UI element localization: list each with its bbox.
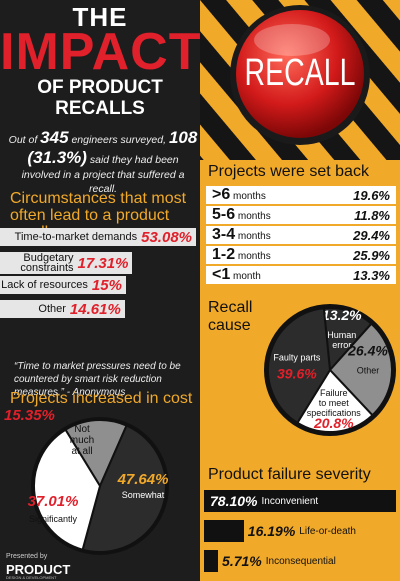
intro-part1: Out of bbox=[8, 134, 41, 146]
circumstance-value: 14.61% bbox=[69, 300, 121, 318]
cost-value: 47.64% bbox=[117, 471, 169, 488]
circumstance-value: 15% bbox=[91, 276, 122, 294]
cost-value: 37.01% bbox=[28, 493, 79, 510]
setback-label: 5-6 months bbox=[212, 206, 271, 224]
circumstance-bar: Other 14.61% bbox=[0, 300, 125, 318]
severity-value: 5.71% bbox=[222, 553, 262, 569]
cost-value: 15.35% bbox=[4, 408, 55, 424]
intro-part2: engineers surveyed, bbox=[68, 134, 169, 146]
cause-value: 20.8% bbox=[313, 415, 354, 431]
setback-label: 1-2 months bbox=[212, 246, 271, 264]
setback-label-big: <1 bbox=[212, 266, 231, 283]
cause-label: error bbox=[332, 340, 351, 350]
title-recalls: RECALLS bbox=[55, 98, 145, 119]
circumstance-value: 53.08% bbox=[141, 228, 192, 246]
severity-label: Inconsequential bbox=[265, 555, 336, 567]
cost-title: Projects increased in cost bbox=[10, 390, 193, 407]
cost-label: at all bbox=[71, 446, 92, 457]
setback-label-big: >6 bbox=[212, 186, 231, 203]
setback-value: 11.8% bbox=[354, 207, 390, 223]
severity-bar bbox=[204, 490, 396, 512]
circumstance-bar: Budgetary constraints 17.31% bbox=[0, 252, 133, 274]
intro-part3: said they had been involved in a project… bbox=[21, 154, 185, 195]
cost-slice bbox=[81, 424, 167, 553]
circumstance-label: Other bbox=[38, 303, 66, 315]
setback-label: >6 months bbox=[212, 186, 266, 204]
cause-label: to meet bbox=[319, 398, 350, 408]
setback-label-big: 1-2 bbox=[212, 246, 236, 263]
cause-label: Faulty parts bbox=[273, 352, 321, 362]
circumstance-value: 17.31% bbox=[77, 254, 129, 272]
circumstance-bar: Time-to-market demands 53.08% bbox=[0, 228, 196, 246]
cause-slice bbox=[267, 307, 332, 425]
cause-slice bbox=[296, 368, 374, 433]
setback-label-unit: months bbox=[230, 191, 266, 202]
cost-label: Not bbox=[74, 424, 90, 435]
intro-involved: 108 (31.3%) bbox=[27, 128, 198, 167]
setback-row: 3-4 months 29.4% bbox=[206, 226, 396, 244]
setback-title: Projects were set back bbox=[208, 163, 369, 180]
cause-value: 39.6% bbox=[277, 365, 317, 381]
cause-value: 13.2% bbox=[322, 307, 362, 323]
setback-label-unit: months bbox=[235, 251, 271, 262]
circumstances-chart: Time-to-market demands 53.08% Budgetary co… bbox=[0, 228, 200, 338]
cause-label: Other bbox=[357, 366, 380, 376]
circumstance-label: Time-to-market demands bbox=[14, 231, 138, 243]
footer-logo: PRODUCT bbox=[6, 562, 71, 577]
setback-label-big: 5-6 bbox=[212, 206, 236, 223]
cause-label: Human bbox=[327, 330, 356, 340]
severity-title: Product failure severity bbox=[208, 466, 371, 483]
title-of-product: OF PRODUCT bbox=[37, 77, 163, 98]
severity-text: 16.19% Life-or-death bbox=[248, 523, 356, 539]
cost-slice bbox=[33, 428, 102, 551]
setback-label: <1 month bbox=[212, 266, 261, 284]
setback-value: 29.4% bbox=[353, 227, 390, 243]
setback-label-unit: month bbox=[230, 271, 261, 282]
setback-value: 25.9% bbox=[353, 247, 390, 263]
severity-bar bbox=[204, 550, 219, 572]
setback-label-unit: months bbox=[235, 231, 271, 242]
setback-row: 1-2 months 25.9% bbox=[206, 246, 396, 264]
setback-value: 19.6% bbox=[353, 187, 390, 203]
setback-row: >6 months 19.6% bbox=[206, 186, 396, 204]
setback-row: 5-6 months 11.8% bbox=[206, 206, 396, 224]
cause-title: Recall cause bbox=[208, 299, 253, 334]
severity-value: 78.10% bbox=[210, 493, 258, 509]
setback-row: <1 month 13.3% bbox=[206, 266, 396, 284]
setback-label-unit: months bbox=[235, 211, 271, 222]
cost-label: Somewhat bbox=[122, 490, 165, 500]
cost-slice bbox=[64, 419, 128, 489]
cause-slice bbox=[328, 322, 393, 417]
severity-bar bbox=[204, 520, 244, 542]
cost-label: much bbox=[70, 435, 94, 446]
intro-text: Out of 345 engineers surveyed, 108 (31.3… bbox=[8, 128, 198, 196]
setback-label-big: 3-4 bbox=[212, 226, 236, 243]
severity-label: Inconvenient bbox=[261, 495, 319, 507]
severity-label: Life-or-death bbox=[299, 525, 356, 537]
severity-text: 78.10% Inconvenient bbox=[204, 493, 318, 509]
severity-text: 5.71% Inconsequential bbox=[222, 553, 336, 569]
cause-label: specifications bbox=[307, 408, 362, 418]
cause-value: 26.4% bbox=[347, 343, 388, 359]
quote-text: “Time to market pressures need to be cou… bbox=[14, 361, 181, 398]
cause-label: Failure bbox=[320, 388, 348, 398]
recall-label: RECALL bbox=[244, 52, 356, 94]
presented-by: Presented by bbox=[6, 553, 48, 560]
recall-graphic bbox=[200, 0, 400, 160]
intro-total: 345 bbox=[40, 128, 69, 147]
circumstance-bar: Lack of resources 15% bbox=[0, 276, 126, 294]
setback-value: 13.3% bbox=[353, 267, 390, 283]
title-the: THE bbox=[72, 2, 128, 32]
severity-value: 16.19% bbox=[247, 523, 296, 539]
title-impact: IMPACT bbox=[0, 23, 202, 81]
circumstance-label: Lack of resources bbox=[1, 279, 88, 291]
setback-label: 3-4 months bbox=[212, 226, 271, 244]
circumstance-label: Budgetary constraints bbox=[20, 252, 74, 274]
footer-logo-sub: DESIGN & DEVELOPMENT bbox=[6, 575, 57, 580]
cost-label: Significantly bbox=[29, 514, 78, 524]
